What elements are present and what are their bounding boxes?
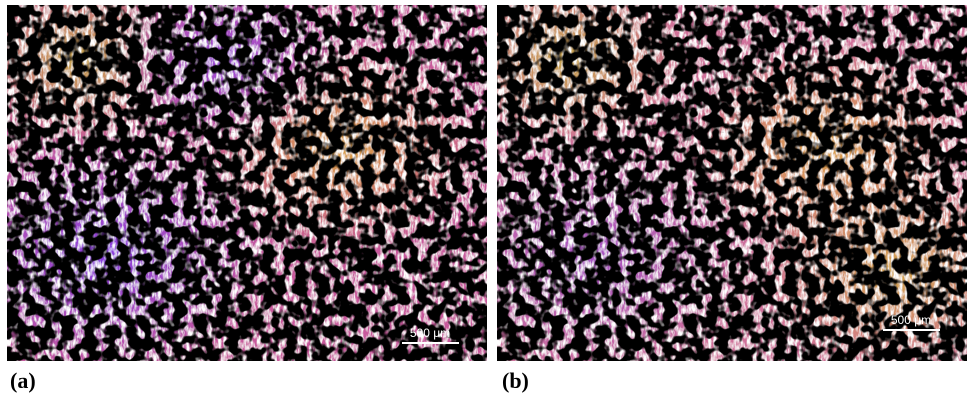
figure: 500 μm (a) 500 μm (b) — [0, 0, 972, 400]
micrograph-a: 500 μm — [7, 5, 487, 361]
panel-label: (a) — [10, 368, 36, 394]
scale-text: 500 μm — [891, 313, 931, 327]
micrograph-b: 500 μm — [497, 5, 967, 361]
micrograph-image: 500 μm — [7, 5, 487, 361]
scale-text: 500 μm — [410, 326, 450, 340]
panel-label: (b) — [502, 368, 529, 394]
micrograph-image: 500 μm — [497, 5, 967, 361]
